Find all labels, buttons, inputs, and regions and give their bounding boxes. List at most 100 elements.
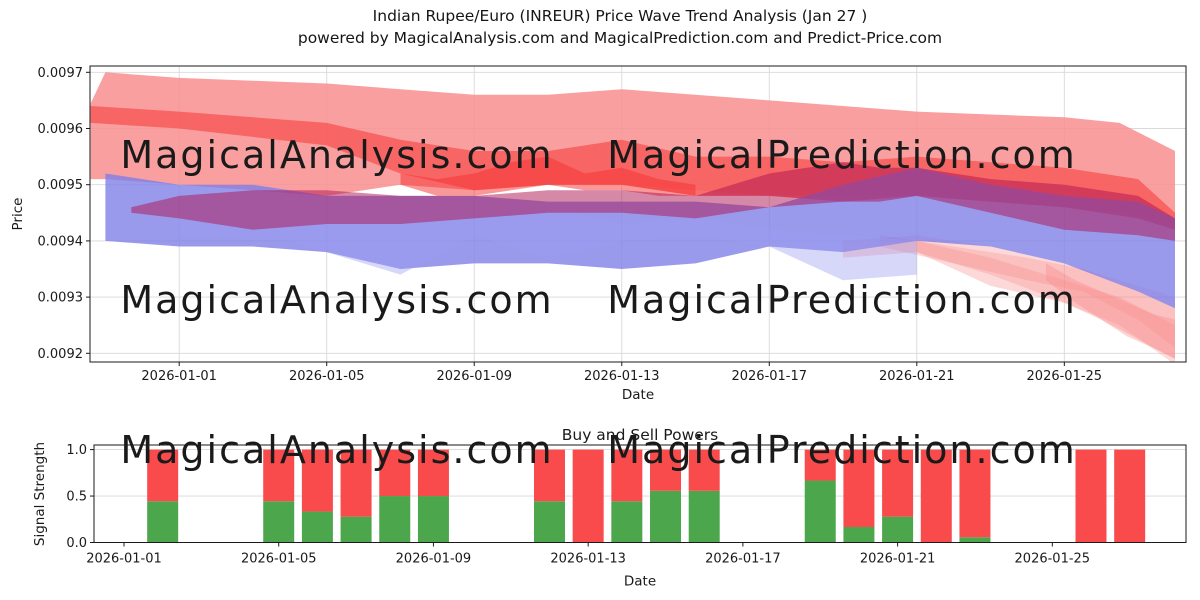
x-tick-label: 2026-01-25 (1015, 552, 1091, 567)
figure-title: Indian Rupee/Euro (INREUR) Price Wave Tr… (372, 7, 868, 25)
x-tick-label: 2026-01-17 (731, 369, 807, 384)
x-axis-label: Date (622, 387, 654, 403)
x-tick-label: 2026-01-05 (289, 369, 365, 384)
bar-2026-01-13 (572, 449, 604, 543)
bar-2026-01-23 (959, 449, 991, 543)
buy-segment (301, 511, 333, 543)
blue-streak (179, 207, 917, 281)
sell-segment (417, 449, 449, 497)
watermark-analysis: MagicalAnalysis.com (120, 133, 553, 177)
bar-2026-01-26 (1075, 449, 1107, 543)
bright-red-hotspot (400, 156, 696, 196)
sell-segment (533, 449, 565, 502)
pink-fan-streak-2 (916, 240, 1175, 362)
sell-segment (1114, 449, 1146, 543)
buy-segment (533, 501, 565, 543)
sell-segment (379, 449, 411, 497)
x-tick-label: 2026-01-09 (396, 552, 472, 567)
bar-2026-01-27 (1114, 449, 1146, 543)
sell-segment (263, 449, 295, 502)
buy-segment (379, 496, 411, 543)
buy-segment (804, 480, 836, 543)
y-axis-label: Signal Strength (32, 442, 48, 546)
buy-segment (340, 516, 372, 543)
y-tick-label: 0.5 (66, 490, 87, 505)
buy-segment (959, 537, 991, 543)
y-tick-label: 0.0094 (38, 234, 84, 249)
x-tick-label: 2026-01-21 (879, 369, 955, 384)
bar-2026-01-06 (301, 449, 333, 543)
bar-2026-01-21 (882, 449, 914, 543)
x-tick-label: 2026-01-01 (141, 369, 217, 384)
y-tick-label: 0.0092 (38, 347, 84, 362)
bar-2026-01-14 (611, 449, 643, 543)
sell-segment (804, 449, 836, 481)
price-bands (90, 72, 1176, 362)
x-tick-label: 2026-01-21 (860, 552, 936, 567)
bar-2026-01-19 (804, 449, 836, 543)
bar-2026-01-07 (340, 449, 372, 543)
sell-segment (843, 449, 875, 527)
x-tick-label: 2026-01-13 (550, 552, 626, 567)
watermark-prediction: MagicalPrediction.com (607, 133, 1077, 177)
sell-segment (301, 449, 333, 512)
sell-segment (1075, 449, 1107, 543)
x-axis-label: Date (624, 574, 656, 590)
watermark-prediction: MagicalPrediction.com (607, 278, 1077, 322)
buy-segment (843, 526, 875, 543)
plot-border (89, 65, 1187, 363)
sell-segment (340, 449, 372, 517)
bar-2026-01-12 (533, 449, 565, 543)
y-tick-label: 0.0093 (38, 291, 84, 306)
y-tick-label: 0.0096 (38, 122, 84, 137)
bar-2026-01-09 (417, 449, 449, 543)
buy-segment (650, 490, 682, 543)
sell-segment (688, 449, 720, 491)
sell-segment (572, 449, 604, 543)
x-tick-label: 2026-01-25 (1027, 369, 1103, 384)
x-tick-label: 2026-01-17 (705, 552, 781, 567)
sell-segment (920, 449, 952, 543)
sell-segment (611, 449, 643, 502)
bar-2026-01-22 (920, 449, 952, 543)
buy-segment (147, 501, 179, 543)
bar-2026-01-15 (650, 449, 682, 543)
watermark-prediction: MagicalPrediction.com (607, 428, 1077, 472)
plot-border (93, 444, 1187, 543)
buy-segment (882, 516, 914, 543)
price-chart: MagicalAnalysis.com MagicalPrediction.com… (10, 65, 1187, 403)
y-tick-label: 1.0 (66, 443, 87, 458)
signal-bars (147, 449, 1146, 543)
sell-segment (650, 449, 682, 491)
x-tick-label: 2026-01-01 (86, 552, 162, 567)
x-tick-label: 2026-01-09 (436, 369, 512, 384)
sell-segment (959, 449, 991, 538)
bar-2026-01-20 (843, 449, 875, 543)
y-tick-label: 0.0097 (38, 66, 84, 81)
red-forecast-band (90, 106, 1176, 230)
figure-subtitle: powered by MagicalAnalysis.com and Magic… (297, 29, 943, 47)
x-tick-label: 2026-01-13 (584, 369, 660, 384)
sell-segment (147, 449, 179, 502)
bar-2026-01-02 (147, 449, 179, 543)
x-tick-label: 2026-01-05 (241, 552, 317, 567)
signal-chart: Buy and Sell Powers MagicalAnalysis.com Ma… (32, 426, 1187, 590)
pink-fan-wide (843, 235, 1175, 359)
buy-segment (611, 501, 643, 543)
watermark-analysis: MagicalAnalysis.com (120, 428, 553, 472)
watermark-analysis: MagicalAnalysis.com (120, 278, 553, 322)
bar-2026-01-08 (379, 449, 411, 543)
y-tick-label: 0.0095 (38, 178, 84, 193)
y-axis-label: Price (10, 198, 26, 231)
pink-fan-streak-1 (879, 235, 1175, 348)
sell-segment (882, 449, 914, 517)
bar-2026-01-16 (688, 449, 720, 543)
y-tick-label: 0.0 (66, 536, 87, 551)
bar-2026-01-05 (263, 449, 295, 543)
buy-segment (688, 490, 720, 543)
crimson-band (131, 162, 1175, 241)
signal-chart-title: Buy and Sell Powers (562, 426, 719, 444)
buy-segment (263, 501, 295, 543)
buy-segment (417, 496, 449, 543)
